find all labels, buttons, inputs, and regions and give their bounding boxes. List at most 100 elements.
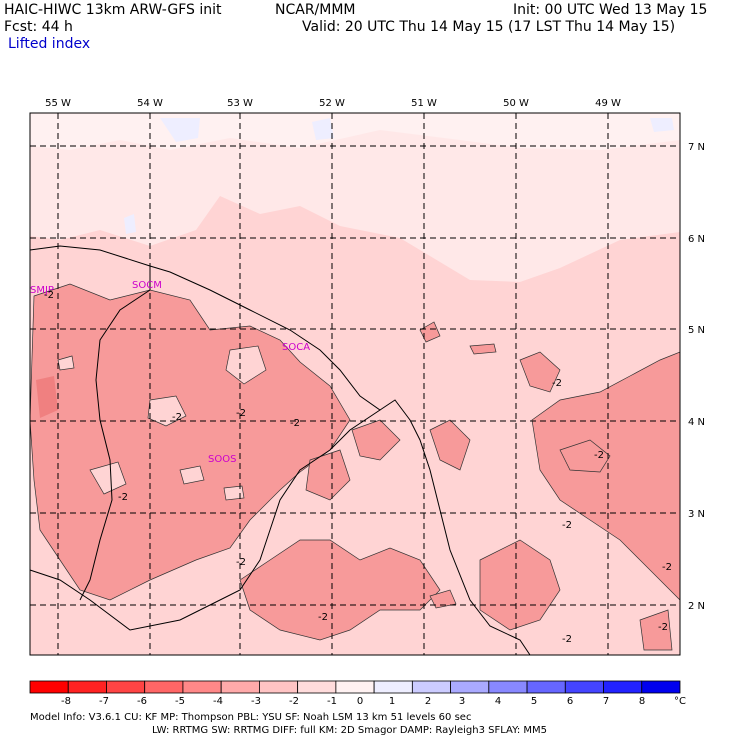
contour-cell-8 xyxy=(639,609,673,651)
positive-patch-4 xyxy=(124,214,136,234)
colorbar-tick: 6 xyxy=(567,696,573,707)
colorbar-swatch xyxy=(29,680,69,694)
lon-label: 52 W xyxy=(319,98,345,109)
colorbar-tick: 0 xyxy=(357,696,363,707)
colorbar-tick: -5 xyxy=(175,696,185,707)
contour-cell-5 xyxy=(305,449,351,501)
station-label: SOCM xyxy=(132,280,162,291)
agency-label: NCAR/MMM xyxy=(275,2,356,18)
coastlines-and-borders xyxy=(29,245,531,656)
contour-label: -2 xyxy=(172,412,182,423)
colorbar-tick: 8 xyxy=(639,696,645,707)
colorbar-ticks: -8 -7 -6 -5 -4 -3 -2 -1 0 1 2 3 4 5 6 7 … xyxy=(61,696,686,707)
contour-label: -2 xyxy=(44,290,54,301)
colorbar-swatch xyxy=(411,680,451,694)
valid-time: Valid: 20 UTC Thu 14 May 15 (17 LST Thu … xyxy=(302,19,676,35)
colorbar-tick: -2 xyxy=(289,696,299,707)
colorbar-tick: -1 xyxy=(327,696,337,707)
contour-label: -2 xyxy=(318,612,328,623)
lon-label: 49 W xyxy=(595,98,621,109)
model-info-line2: LW: RRTMG SW: RRTMG DIFF: full KM: 2D Sm… xyxy=(152,725,548,736)
colorbar-swatch xyxy=(144,680,184,694)
colorbar-swatch xyxy=(67,680,107,694)
contour-region-west xyxy=(29,283,351,601)
colorbar-tick: -6 xyxy=(137,696,147,707)
colorbar-tick: 1 xyxy=(389,696,395,707)
colorbar-swatch xyxy=(106,680,146,694)
station-label: SOCA xyxy=(282,342,310,353)
light-region-north xyxy=(30,113,680,282)
lat-label: 2 N xyxy=(688,601,705,612)
contour-cell-7 xyxy=(559,439,611,473)
positive-patch-1 xyxy=(160,118,200,142)
colorbar-tick: -8 xyxy=(61,696,71,707)
colorbar-tick: 2 xyxy=(425,696,431,707)
positive-patch-2 xyxy=(312,118,334,140)
contour-cell-1 xyxy=(519,351,561,393)
colorbar-swatch xyxy=(641,680,681,694)
contour-labels: -2 -2 -2 -2 -2 -2 -2 -2 -2 -2 -2 -2 -2 xyxy=(44,290,672,645)
lat-label: 6 N xyxy=(688,234,705,245)
lat-label: 3 N xyxy=(688,509,705,520)
colorbar-tick: 3 xyxy=(459,696,465,707)
border-suriname-west xyxy=(79,266,151,601)
colorbar-swatch xyxy=(373,680,413,694)
border-south xyxy=(29,569,201,631)
contour-minus2-regions xyxy=(29,283,681,651)
contour-label: -2 xyxy=(236,408,246,419)
contour-holes xyxy=(57,345,267,501)
colorbar-swatch xyxy=(220,680,260,694)
model-title: HAIC-HIWC 13km ARW-GFS init xyxy=(4,2,222,18)
contour-label: -2 xyxy=(118,492,128,503)
map-frame xyxy=(29,112,681,656)
contour-region-south xyxy=(239,539,441,641)
contour-cell-6 xyxy=(351,419,401,461)
lat-label: 4 N xyxy=(688,417,705,428)
colorbar-swatch xyxy=(488,680,528,694)
positive-patch-3 xyxy=(650,118,674,132)
lat-label: 7 N xyxy=(688,142,705,153)
colorbar-swatch xyxy=(335,680,375,694)
contour-cell-9 xyxy=(429,589,457,609)
contour-label: -2 xyxy=(552,378,562,389)
lon-label: 51 W xyxy=(411,98,437,109)
contour-cell-3 xyxy=(469,343,497,355)
border-french-guiana xyxy=(199,409,381,611)
contour-label: -2 xyxy=(236,557,246,568)
lon-label: 53 W xyxy=(227,98,253,109)
colorbar-tick: -3 xyxy=(251,696,261,707)
station-label: SOOS xyxy=(208,454,236,465)
model-info-line1: Model Info: V3.6.1 CU: KF MP: Thompson P… xyxy=(30,712,472,723)
lon-label: 50 W xyxy=(503,98,529,109)
longitude-labels: 55 W 54 W 53 W 52 W 51 W 50 W 49 W xyxy=(45,98,621,109)
contour-label: -2 xyxy=(290,418,300,429)
contour-label: -2 xyxy=(594,450,604,461)
colorbar-swatch xyxy=(526,680,566,694)
colorbar-unit: °C xyxy=(674,696,686,707)
latitude-labels: 7 N 6 N 5 N 4 N 3 N 2 N xyxy=(688,142,705,612)
lon-label: 54 W xyxy=(137,98,163,109)
colorbar-tick: 5 xyxy=(531,696,537,707)
colorbar-swatch xyxy=(182,680,222,694)
init-time: Init: 00 UTC Wed 13 May 15 xyxy=(513,2,708,18)
contour-label: -2 xyxy=(562,520,572,531)
contour-label: -2 xyxy=(562,634,572,645)
lat-label: 5 N xyxy=(688,325,705,336)
contour-minus3-cell xyxy=(36,376,58,418)
contour-label: -2 xyxy=(658,622,668,633)
station-labels: SMJP SOCM SOCA SOOS xyxy=(30,280,310,465)
colorbar-tick: 4 xyxy=(495,696,501,707)
colorbar-swatch xyxy=(564,680,604,694)
forecast-hour: Fcst: 44 h xyxy=(4,19,73,35)
graticule xyxy=(30,113,680,655)
colorbar-swatch xyxy=(297,680,337,694)
colorbar-tick: -4 xyxy=(213,696,223,707)
field-name: Lifted index xyxy=(8,36,91,52)
colorbar-tick: -7 xyxy=(99,696,109,707)
colorbar-swatch xyxy=(603,680,643,694)
colorbar-swatch xyxy=(259,680,299,694)
contour-cell-4 xyxy=(429,419,471,471)
lon-label: 55 W xyxy=(45,98,71,109)
colorbar-swatch xyxy=(450,680,490,694)
